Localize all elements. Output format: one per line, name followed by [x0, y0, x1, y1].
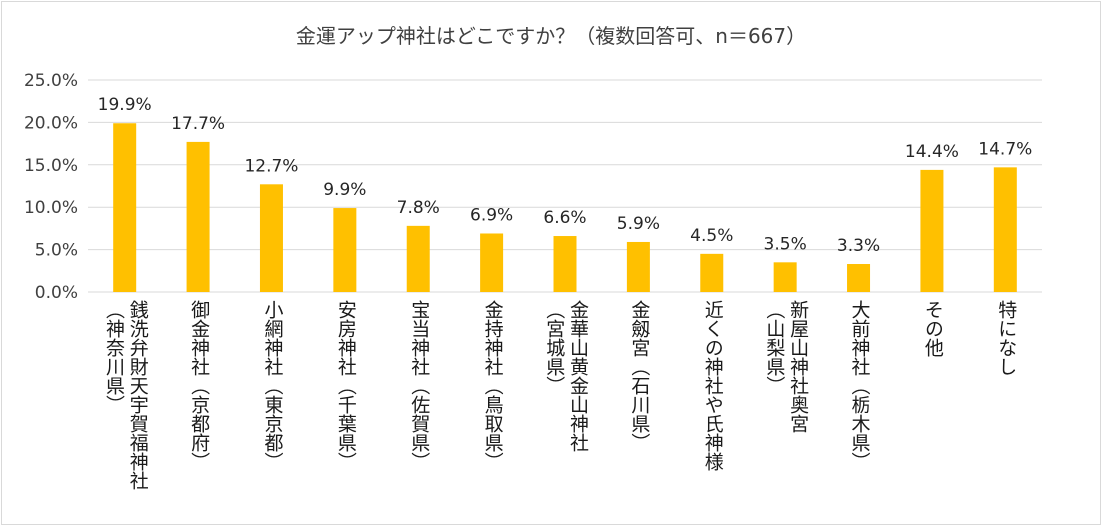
bar — [259, 184, 283, 292]
x-tick-label: 宝当神社（佐賀県） — [408, 300, 431, 471]
x-tick-label: 金劔宮（石川県） — [628, 300, 651, 452]
y-tick-label: 5.0% — [35, 241, 78, 261]
bar — [186, 141, 210, 292]
bar — [773, 262, 797, 292]
x-tick-label: 近くの神社や氏神様 — [701, 300, 724, 471]
y-tick-label: 0.0% — [35, 283, 78, 303]
data-label: 19.9% — [98, 95, 152, 115]
data-label: 9.9% — [323, 180, 366, 200]
bar — [333, 208, 357, 292]
x-tick-label: 安房神社（千葉県） — [334, 300, 357, 471]
bar — [626, 241, 650, 292]
x-tick-label: 大前神社（栃木県） — [848, 300, 871, 471]
x-tick-label: 特になし — [995, 300, 1018, 376]
y-tick-label: 10.0% — [24, 198, 78, 218]
y-tick-label: 15.0% — [24, 156, 78, 176]
y-tick-label: 25.0% — [24, 71, 78, 91]
bar — [553, 236, 577, 292]
bar — [700, 253, 724, 292]
x-tick-label: 御金神社（京都府） — [188, 300, 211, 471]
x-tick-label: 新屋山神社奥宮 （山梨県） — [763, 300, 810, 433]
data-label: 17.7% — [171, 114, 225, 134]
data-label: 14.7% — [978, 139, 1032, 159]
y-tick-label: 20.0% — [24, 113, 78, 133]
x-tick-label: 銭洗弁財天宇賀福神社 （神奈川県） — [102, 300, 149, 490]
data-label: 7.8% — [397, 198, 440, 218]
data-label: 3.5% — [764, 234, 807, 254]
data-label: 6.6% — [543, 208, 586, 228]
chart-title: 金運アップ神社はどこですか？（複数回答可、n＝667） — [295, 24, 807, 48]
data-label: 14.4% — [905, 142, 959, 162]
bar — [920, 169, 944, 292]
data-label: 3.3% — [837, 236, 880, 256]
x-tick-label: その他 — [921, 300, 944, 357]
bar — [993, 167, 1017, 292]
data-label: 6.9% — [470, 205, 513, 225]
x-tick-label: 金華山黄金山神社 （宮城県） — [543, 300, 589, 452]
data-label: 5.9% — [617, 214, 660, 234]
data-label: 12.7% — [244, 156, 298, 176]
bar — [406, 225, 430, 292]
bar — [480, 233, 504, 292]
data-label: 4.5% — [690, 226, 733, 246]
bar — [847, 264, 871, 292]
x-tick-label: 金持神社（鳥取県） — [481, 300, 504, 471]
bar — [113, 123, 137, 292]
x-tick-label: 小網神社（東京都） — [261, 300, 284, 471]
